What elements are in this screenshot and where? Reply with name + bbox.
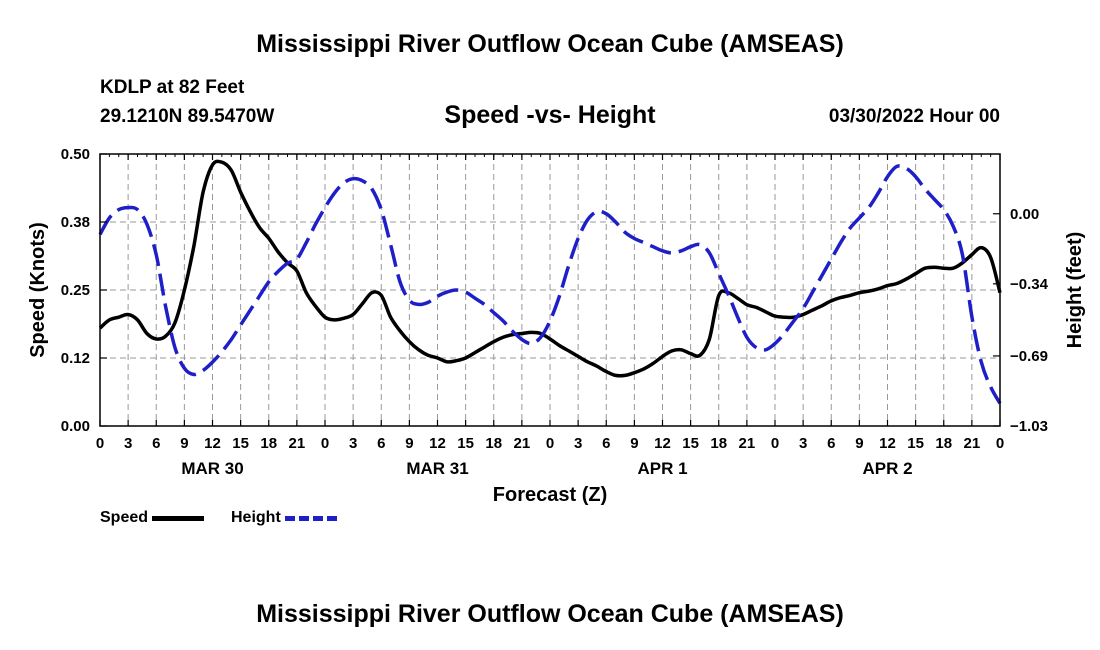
- x-tick-label: 12: [879, 435, 896, 452]
- x-tick-label: 0: [996, 435, 1004, 452]
- x-tick-label: 9: [180, 435, 188, 452]
- x-tick-label: 21: [289, 435, 306, 452]
- y-tick-label-left: 0.50: [61, 146, 90, 163]
- x-tick-label: 6: [152, 435, 160, 452]
- x-tick-label: 15: [907, 435, 924, 452]
- x-tick-label: 6: [602, 435, 610, 452]
- footer-title: Mississippi River Outflow Ocean Cube (AM…: [256, 600, 844, 628]
- x-tick-label: 3: [799, 435, 807, 452]
- legend-speed: Speed: [100, 509, 205, 527]
- x-tick-label: 9: [855, 435, 863, 452]
- x-tick-label: 9: [405, 435, 413, 452]
- legend-height-label: Height: [231, 509, 281, 526]
- y-tick-label-left: 0.38: [61, 214, 90, 231]
- x-tick-label: 3: [124, 435, 132, 452]
- day-label: APR 2: [862, 459, 912, 478]
- x-tick-label: 0: [771, 435, 779, 452]
- x-tick-label: 9: [630, 435, 638, 452]
- y-tick-label-left: 0.25: [61, 282, 90, 299]
- x-axis-title: Forecast (Z): [493, 484, 607, 506]
- legend-height-swatch: [284, 515, 337, 521]
- x-tick-label: 0: [546, 435, 554, 452]
- x-tick-label: 21: [964, 435, 981, 452]
- x-tick-label: 0: [321, 435, 329, 452]
- legend-height: Height: [231, 509, 337, 527]
- x-tick-label: 15: [457, 435, 474, 452]
- main-title: Mississippi River Outflow Ocean Cube (AM…: [256, 30, 844, 58]
- x-tick-label: 21: [514, 435, 531, 452]
- x-tick-label: 15: [682, 435, 699, 452]
- day-label: APR 1: [637, 459, 687, 478]
- series-line-height: [98, 164, 1002, 405]
- x-tick-label: 3: [349, 435, 357, 452]
- day-label: MAR 31: [406, 459, 468, 478]
- legend-speed-swatch: [152, 515, 205, 521]
- y-axis-title-left: Speed (Knots): [27, 222, 49, 358]
- x-tick-label: 21: [739, 435, 756, 452]
- coordinates-label: 29.1210N 89.5470W: [100, 106, 275, 127]
- day-label: MAR 30: [181, 459, 243, 478]
- x-tick-label: 15: [232, 435, 249, 452]
- x-tick-label: 3: [574, 435, 582, 452]
- x-tick-label: 18: [935, 435, 952, 452]
- series-line-speed: [98, 159, 1002, 378]
- y-tick-label-left: 0.00: [61, 418, 90, 435]
- axis-labels: 0 3 6 9 12 15 18 21 0 3 6 9 12 15 18 21 0 3 6 9 12 15 18 21 0 3 6 9…: [27, 146, 1086, 506]
- x-tick-label: 18: [710, 435, 727, 452]
- x-tick-label: 18: [260, 435, 277, 452]
- y-tick-label-right: 0.00: [1010, 206, 1039, 223]
- forecast-datetime: 03/30/2022 Hour 00: [828, 106, 1000, 127]
- chart-grid: [100, 154, 1000, 426]
- x-tick-label: 12: [654, 435, 671, 452]
- x-tick-label: 0: [96, 435, 104, 452]
- station-label: KDLP at 82 Feet: [100, 77, 245, 98]
- chart-subtitle: Speed -vs- Height: [444, 101, 656, 129]
- y-axis-title-right: Height (feet): [1064, 232, 1086, 349]
- y-tick-label-right: −1.03: [1010, 418, 1048, 435]
- axis-ticks: [99, 153, 1001, 427]
- series-layer: [98, 159, 1002, 405]
- x-tick-label: 12: [429, 435, 446, 452]
- y-tick-label-right: −0.34: [1010, 276, 1049, 293]
- legend-speed-label: Speed: [100, 509, 149, 526]
- y-tick-label-left: 0.12: [61, 350, 90, 367]
- x-tick-label: 18: [485, 435, 502, 452]
- y-tick-label-right: −0.69: [1010, 348, 1048, 365]
- x-tick-label: 12: [204, 435, 221, 452]
- x-tick-label: 6: [377, 435, 385, 452]
- x-tick-label: 6: [827, 435, 835, 452]
